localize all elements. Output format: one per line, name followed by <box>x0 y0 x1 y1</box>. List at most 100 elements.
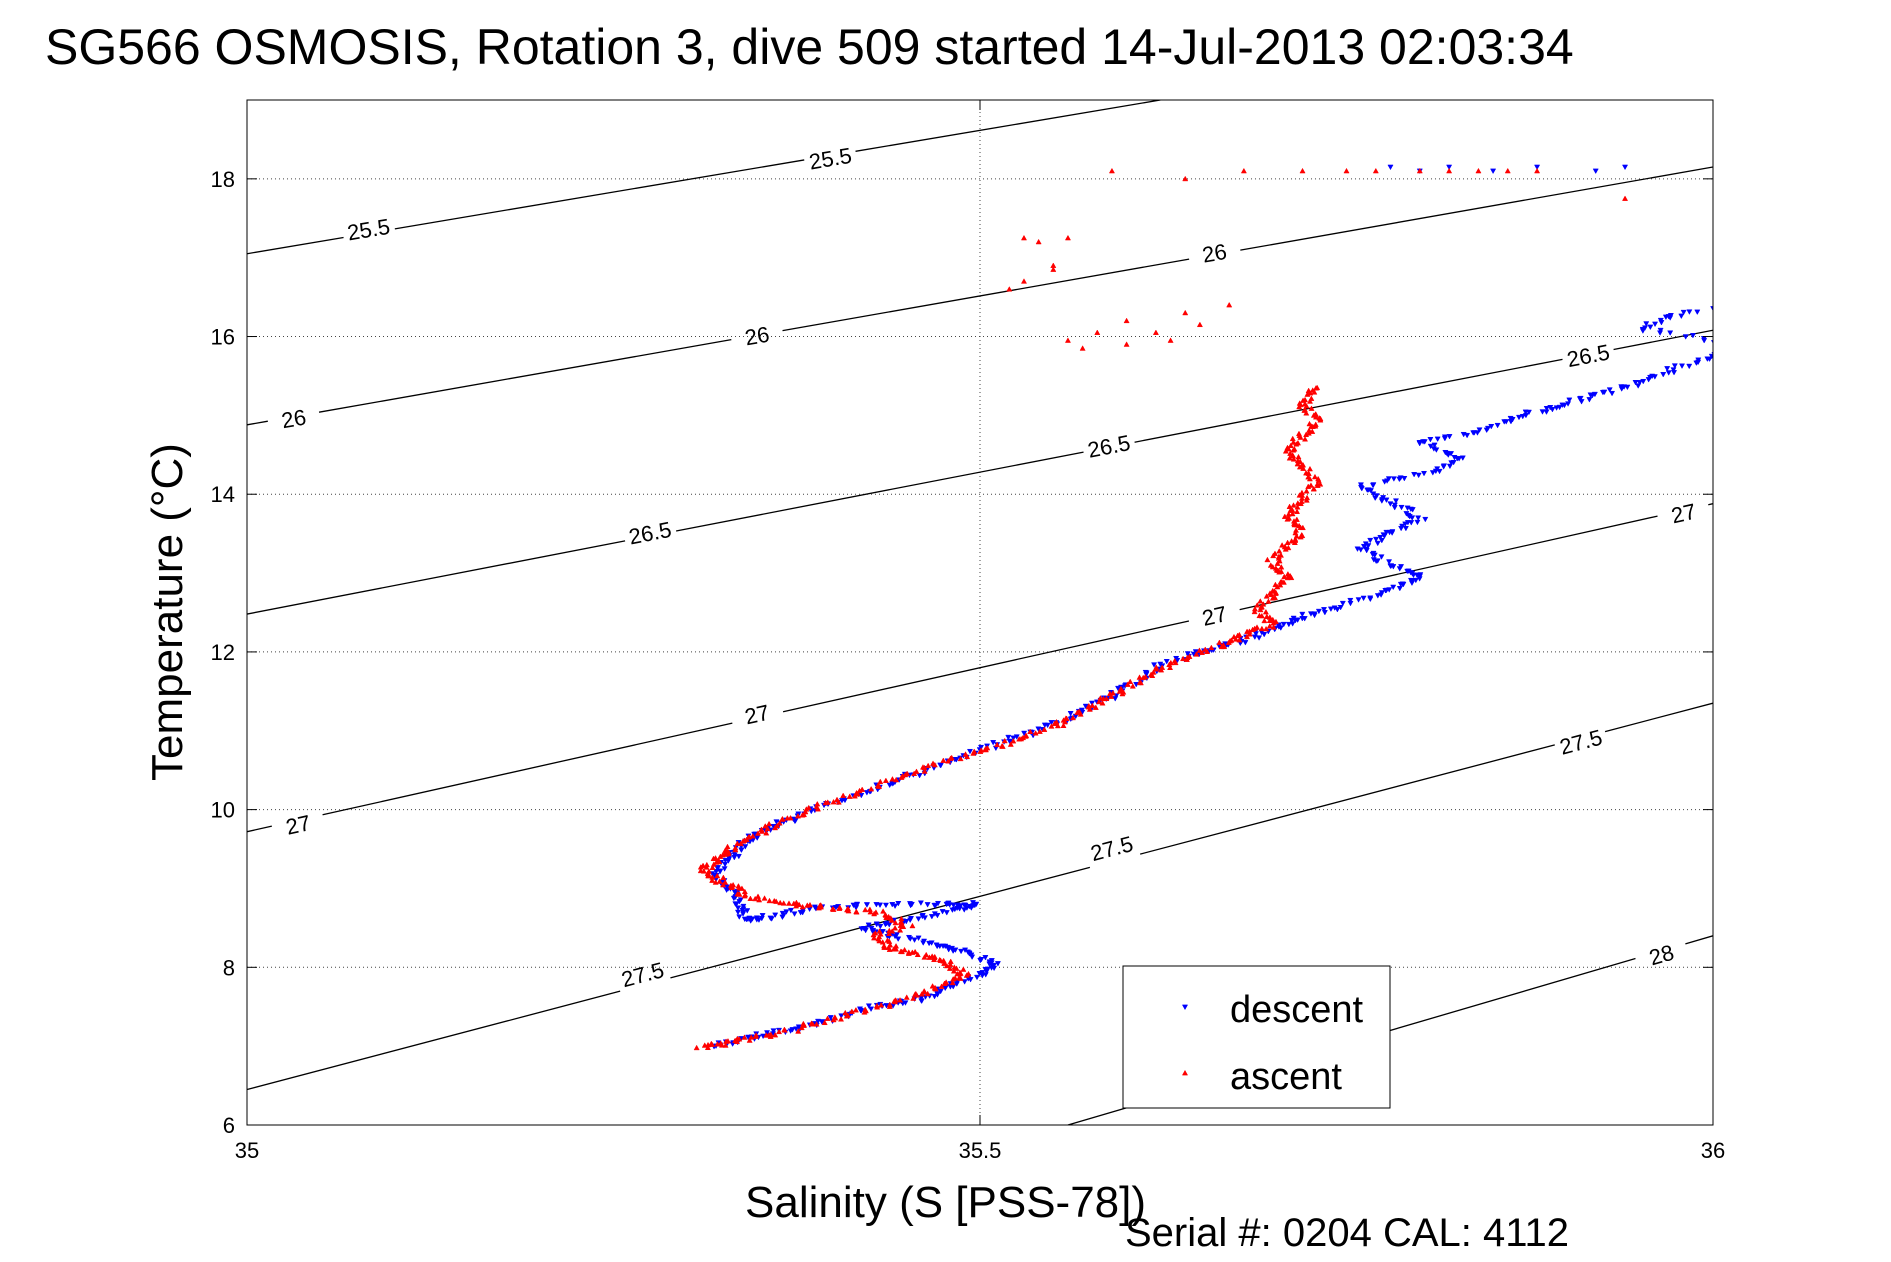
descent-point <box>722 857 729 864</box>
ascent-point <box>748 1034 755 1040</box>
descent-point <box>744 908 751 914</box>
density-contour-line <box>670 866 1091 979</box>
ascent-point <box>776 820 783 826</box>
legend-descent-symbol <box>1181 1004 1189 1011</box>
ascent-point <box>947 961 954 967</box>
ascent-point <box>800 811 808 818</box>
ascent-point <box>1202 646 1209 652</box>
ascent-point <box>753 1032 760 1038</box>
density-contour-label: 26 <box>280 404 308 433</box>
ascent-point <box>1504 167 1511 174</box>
descent-point <box>1415 515 1422 521</box>
descent-point <box>1515 414 1523 421</box>
ascent-point <box>871 934 878 941</box>
descent-point <box>1416 576 1423 582</box>
descent-point <box>944 901 951 907</box>
ascent-point <box>754 830 762 836</box>
descent-point <box>1682 334 1689 340</box>
descent-point <box>1456 456 1463 462</box>
descent-point <box>1641 325 1649 331</box>
ascent-point <box>1180 655 1187 662</box>
ascent-point <box>943 979 950 985</box>
descent-point <box>1519 413 1526 420</box>
x-tick-label: 36 <box>1701 1138 1725 1163</box>
descent-point <box>779 914 786 921</box>
ascent-point <box>1372 167 1379 174</box>
descent-point <box>787 907 794 914</box>
ascent-point <box>1267 562 1274 568</box>
descent-point <box>1501 419 1508 425</box>
ascent-point <box>776 1028 783 1035</box>
descent-point <box>1381 533 1388 539</box>
descent-point <box>1290 615 1297 622</box>
descent-point <box>713 869 720 875</box>
ascent-point <box>1306 398 1314 404</box>
density-contour-line <box>247 825 272 833</box>
ascent-point <box>1150 669 1157 675</box>
ascent-point <box>1079 345 1086 351</box>
descent-point <box>770 1028 777 1034</box>
ascent-point <box>1307 482 1314 488</box>
ascent-point <box>836 905 843 911</box>
descent-point <box>732 901 739 907</box>
descent-point <box>850 902 857 909</box>
ascent-point <box>1278 564 1285 570</box>
series-ascent <box>693 167 1629 1051</box>
descent-point <box>937 763 944 769</box>
ascent-point <box>852 1006 859 1013</box>
ascent-point <box>1301 436 1309 442</box>
descent-point <box>982 955 989 961</box>
ascent-point <box>723 1038 730 1044</box>
descent-point <box>857 1007 864 1014</box>
descent-point <box>1494 422 1501 429</box>
ascent-point <box>897 927 904 933</box>
descent-point <box>1695 357 1702 364</box>
descent-point <box>1327 606 1334 613</box>
ascent-point <box>872 909 879 915</box>
ascent-point <box>1294 504 1301 510</box>
descent-point <box>919 912 926 919</box>
ascent-point <box>877 778 884 785</box>
ascent-point <box>921 954 928 960</box>
ascent-point <box>784 815 791 821</box>
descent-point <box>883 920 890 927</box>
descent-point <box>1389 529 1396 535</box>
ascent-point <box>876 933 883 940</box>
ascent-point <box>809 1021 816 1027</box>
ascent-point <box>1007 741 1014 747</box>
density-contour-line <box>782 258 1190 332</box>
ascent-point <box>859 786 866 792</box>
ascent-point <box>1041 726 1048 732</box>
ascent-point <box>999 743 1006 749</box>
y-tick-label: 10 <box>211 798 235 823</box>
descent-point <box>973 901 980 908</box>
ascent-point <box>844 1012 851 1018</box>
descent-point <box>1446 164 1453 171</box>
ascent-point <box>1271 594 1279 601</box>
descent-point <box>916 773 923 779</box>
descent-point <box>1372 536 1380 543</box>
ascent-point <box>862 1006 869 1012</box>
ascent-point <box>1254 602 1261 608</box>
ascent-point <box>1263 625 1270 632</box>
ascent-point <box>735 891 742 897</box>
ascent-point <box>723 847 731 854</box>
descent-point <box>907 916 915 922</box>
density-contour-label: 27 <box>284 810 313 840</box>
ascent-point <box>1293 508 1301 514</box>
descent-point <box>1315 608 1322 615</box>
ascent-point <box>1622 195 1629 201</box>
ascent-point <box>732 844 739 851</box>
ascent-point <box>982 745 989 752</box>
descent-point <box>1632 380 1639 386</box>
ascent-point <box>1184 654 1191 660</box>
ascent-point <box>956 974 963 981</box>
descent-point <box>1078 707 1085 714</box>
ascent-point <box>1343 167 1350 174</box>
legend: descent ascent <box>1122 965 1391 1109</box>
ascent-point <box>1298 498 1305 504</box>
descent-point <box>917 900 924 906</box>
descent-point <box>1660 372 1667 378</box>
ascent-point <box>1123 341 1130 347</box>
ascent-point <box>876 928 883 934</box>
